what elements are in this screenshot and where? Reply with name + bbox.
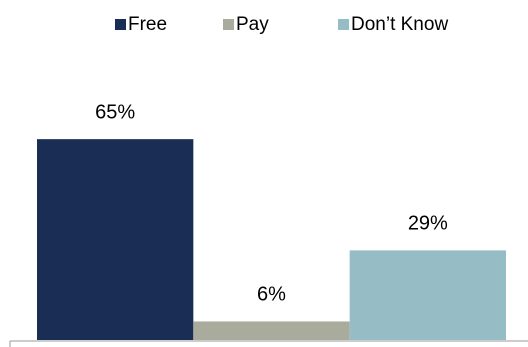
legend-swatch: [223, 19, 234, 30]
bar: [193, 321, 350, 340]
bar: [349, 250, 506, 340]
legend-swatch: [115, 19, 126, 30]
legend-swatch: [338, 19, 349, 30]
data-label: 29%: [408, 213, 448, 235]
data-label: 65%: [95, 101, 135, 123]
legend-text: Pay: [236, 14, 269, 35]
bar: [37, 139, 194, 340]
legend-text: Don’t Know: [351, 14, 448, 35]
data-label: 6%: [257, 284, 286, 306]
legend-text: Free: [128, 14, 167, 35]
